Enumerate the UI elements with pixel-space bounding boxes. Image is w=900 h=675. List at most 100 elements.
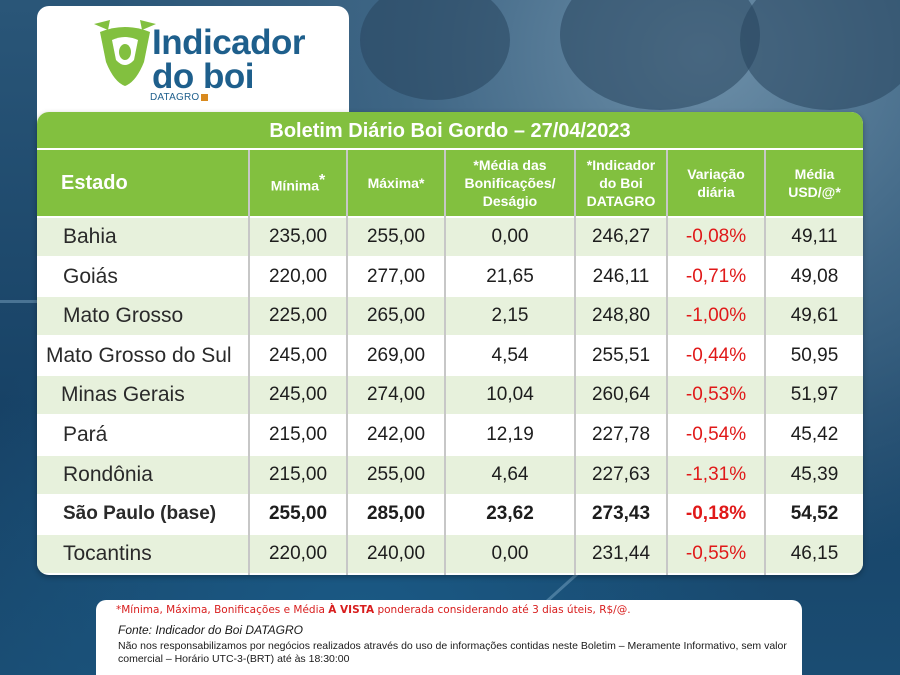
header-estado: Estado — [37, 150, 248, 216]
cell-media: 21,65 — [446, 257, 574, 296]
decorative-line — [0, 300, 60, 303]
cell-variacao: -0,55% — [668, 534, 764, 573]
cell-usd: 49,08 — [766, 257, 863, 296]
cell-maxima: 277,00 — [348, 257, 444, 296]
cell-maxima: 274,00 — [348, 376, 444, 415]
cell-media: 2,15 — [446, 297, 574, 336]
cell-variacao: -0,44% — [668, 336, 764, 375]
cell-indicador: 260,64 — [576, 376, 666, 415]
cell-estado: Bahia — [37, 218, 248, 256]
cell-maxima: 265,00 — [348, 297, 444, 336]
logo-subtitle: DATAGRO — [150, 92, 209, 103]
cell-media: 4,54 — [446, 336, 574, 375]
cell-variacao: -0,71% — [668, 257, 764, 296]
table-row: Minas Gerais 245,00 274,00 10,04 260,64 -0,53… — [37, 376, 863, 415]
cell-estado: Tocantins — [37, 534, 248, 573]
cell-indicador: 227,63 — [576, 455, 666, 494]
cell-estado: Pará — [37, 416, 248, 454]
cell-minima: 215,00 — [250, 416, 346, 454]
table-row: Pará 215,00 242,00 12,19 227,78 -0,54% 45,42 — [37, 416, 863, 454]
cow-head-icon — [94, 20, 156, 86]
cell-minima: 235,00 — [250, 218, 346, 256]
column-divider — [666, 150, 668, 575]
cell-minima: 255,00 — [250, 495, 346, 534]
cell-variacao: -1,31% — [668, 455, 764, 494]
header-variacao-line2: diária — [697, 184, 735, 200]
bulletin-table: Boletim Diário Boi Gordo – 27/04/2023 Es… — [37, 112, 863, 575]
header-media: *Média das Bonificações/ Deságio — [446, 150, 574, 216]
table-row: Rondônia 215,00 255,00 4,64 227,63 -1,31% 45,3… — [37, 455, 863, 494]
logo-title-line1: Indicador — [152, 23, 306, 62]
logo-title: Indicador do boi — [152, 23, 306, 94]
cell-estado: Minas Gerais — [37, 376, 248, 415]
footer-note-bold: À VISTA — [328, 604, 375, 616]
table-row: Mato Grosso do Sul 245,00 269,00 4,54 255,51… — [37, 336, 863, 375]
cell-estado: Mato Grosso do Sul — [37, 336, 248, 375]
cell-minima: 220,00 — [250, 257, 346, 296]
header-variacao-line1: Variação — [687, 166, 745, 182]
cell-maxima: 255,00 — [348, 455, 444, 494]
header-minima-mark: * — [319, 171, 326, 189]
header-indicador-line2: do Boi — [599, 175, 643, 191]
cell-variacao: -0,08% — [668, 218, 764, 256]
cell-variacao: -0,18% — [668, 495, 764, 534]
cell-variacao: -0,53% — [668, 376, 764, 415]
header-media-line3: Deságio — [482, 193, 538, 209]
header-minima-text: Mínima — [270, 177, 319, 194]
footer-notes: *Mínima, Máxima, Bonificações e Média À … — [96, 600, 802, 675]
cell-usd: 45,39 — [766, 455, 863, 494]
cell-variacao: -0,54% — [668, 416, 764, 454]
header-media-line1: *Média das — [473, 157, 547, 173]
table-row: São Paulo (base) 255,00 285,00 23,62 273,43-… — [37, 495, 863, 534]
cell-media: 0,00 — [446, 218, 574, 256]
header-media-line2: Bonificações/ — [464, 175, 556, 191]
header-minima: Mínima* — [250, 150, 346, 216]
cell-media: 4,64 — [446, 455, 574, 494]
footer-pricing-note: *Mínima, Máxima, Bonificações e Média À … — [116, 604, 631, 616]
logo-card: Indicador do boi DATAGRO — [37, 6, 349, 124]
header-maxima: Máxima* — [348, 150, 444, 216]
cell-minima: 245,00 — [250, 376, 346, 415]
cell-media: 10,04 — [446, 376, 574, 415]
header-maxima-label: Máxima* — [367, 175, 425, 191]
table-row: Goiás 220,00 277,00 21,65 246,11 -0,71% 49,08 — [37, 257, 863, 296]
footer-note-end: ponderada considerando até 3 dias úteis,… — [374, 604, 631, 616]
cell-usd: 50,95 — [766, 336, 863, 375]
column-divider — [346, 150, 348, 575]
header-indicador-line3: DATAGRO — [586, 193, 656, 209]
cell-usd: 45,42 — [766, 416, 863, 454]
cell-estado: Goiás — [37, 257, 248, 296]
cell-indicador: 246,27 — [576, 218, 666, 256]
footer-note-start: *Mínima, Máxima, Bonificações e Média — [116, 604, 329, 616]
header-usd-line2: USD/@* — [788, 184, 841, 200]
header-usd: Média USD/@* — [766, 150, 863, 216]
header-minima-label: Mínima* — [271, 172, 325, 195]
header-variacao: Variação diária — [668, 150, 764, 216]
cell-media: 12,19 — [446, 416, 574, 454]
cell-indicador: 248,80 — [576, 297, 666, 336]
footer-source: Fonte: Indicador do Boi DATAGRO — [118, 623, 303, 637]
cell-media: 23,62 — [446, 495, 574, 534]
cell-estado: Mato Grosso — [37, 297, 248, 336]
cell-maxima: 285,00 — [348, 495, 444, 534]
table-row: Bahia 235,00 255,00 0,00 246,27 -0,08% 49,11 — [37, 218, 863, 256]
cell-minima: 245,00 — [250, 336, 346, 375]
cell-usd: 49,61 — [766, 297, 863, 336]
cattle-silhouette — [360, 0, 510, 100]
column-divider — [444, 150, 446, 575]
cell-indicador: 255,51 — [576, 336, 666, 375]
cell-media: 0,00 — [446, 534, 574, 573]
cell-maxima: 242,00 — [348, 416, 444, 454]
cell-usd: 49,11 — [766, 218, 863, 256]
cell-indicador: 273,43 — [576, 495, 666, 534]
column-divider — [248, 150, 250, 575]
cell-usd: 46,15 — [766, 534, 863, 573]
column-divider — [764, 150, 766, 575]
header-indicador-line1: *Indicador — [586, 157, 656, 173]
cell-maxima: 255,00 — [348, 218, 444, 256]
header-usd-line1: Média — [794, 166, 835, 182]
bulletin-title: Boletim Diário Boi Gordo – 27/04/2023 — [37, 112, 863, 148]
cell-estado: Rondônia — [37, 455, 248, 494]
column-divider — [574, 150, 576, 575]
cell-indicador: 246,11 — [576, 257, 666, 296]
